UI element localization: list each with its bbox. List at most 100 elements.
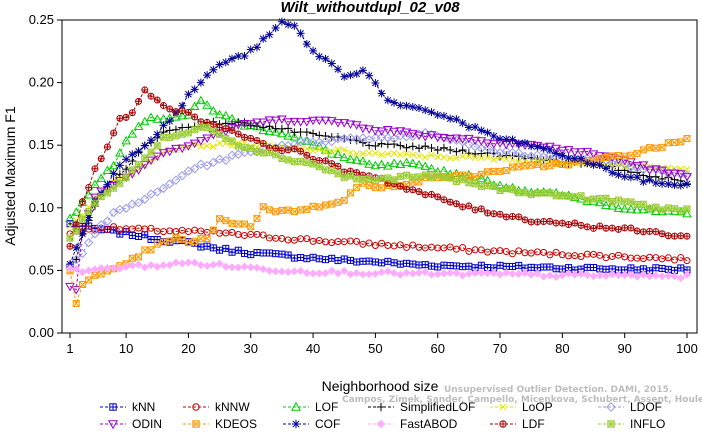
data-point xyxy=(164,147,175,157)
data-point xyxy=(290,267,299,276)
data-point xyxy=(508,250,516,258)
data-point xyxy=(234,130,242,138)
data-point xyxy=(253,148,261,156)
data-point xyxy=(228,126,236,134)
data-point xyxy=(66,234,74,242)
data-point xyxy=(613,203,624,212)
data-point xyxy=(214,109,225,119)
data-point xyxy=(209,143,217,151)
data-point xyxy=(353,150,361,158)
data-point xyxy=(358,124,368,134)
data-point xyxy=(545,145,554,154)
data-point xyxy=(451,135,462,146)
data-point xyxy=(216,123,224,131)
data-point xyxy=(358,270,367,279)
data-point xyxy=(577,192,585,200)
data-point xyxy=(346,256,354,264)
data-point xyxy=(265,249,273,257)
data-point xyxy=(353,258,361,266)
data-point xyxy=(358,66,367,75)
data-point xyxy=(434,153,442,161)
data-point xyxy=(433,270,442,279)
data-point xyxy=(209,65,218,74)
data-point xyxy=(651,271,660,280)
data-point xyxy=(683,205,691,213)
data-point xyxy=(139,161,150,170)
data-point xyxy=(583,263,591,271)
data-point xyxy=(127,129,138,138)
data-point xyxy=(339,119,350,128)
data-point xyxy=(521,216,529,224)
data-point xyxy=(189,164,200,174)
data-point xyxy=(619,204,630,213)
data-point xyxy=(614,271,623,280)
data-point xyxy=(420,133,431,142)
data-point xyxy=(203,142,211,150)
data-point xyxy=(390,140,399,149)
data-point xyxy=(222,134,230,142)
x-tick-label: 80 xyxy=(555,341,569,356)
x-tick-label: 1 xyxy=(66,341,73,356)
data-point xyxy=(552,219,560,227)
data-point xyxy=(115,161,124,170)
legend-label: ODIN xyxy=(132,417,162,431)
data-point xyxy=(427,143,436,152)
data-point xyxy=(658,143,666,151)
data-point xyxy=(669,169,680,179)
data-point xyxy=(558,265,566,273)
data-point xyxy=(515,163,523,171)
data-point xyxy=(403,243,411,251)
data-point xyxy=(240,262,249,271)
data-point xyxy=(147,136,156,145)
data-point xyxy=(197,243,205,251)
data-point xyxy=(590,264,598,272)
data-point xyxy=(315,203,323,211)
data-point xyxy=(147,246,155,254)
data-point xyxy=(639,255,647,263)
data-point xyxy=(527,263,535,271)
data-point xyxy=(153,142,161,150)
legend-label: kNNW xyxy=(215,400,250,414)
data-point xyxy=(177,110,188,120)
data-point xyxy=(583,223,591,231)
legend-label: LDF xyxy=(522,417,545,431)
data-point xyxy=(596,195,604,203)
data-point xyxy=(396,182,404,190)
data-point xyxy=(265,266,274,275)
data-point xyxy=(632,163,642,173)
data-point xyxy=(383,96,392,105)
data-point xyxy=(116,114,124,122)
data-point xyxy=(389,127,399,137)
data-point xyxy=(645,272,654,281)
data-point xyxy=(459,176,467,184)
data-point xyxy=(644,166,655,175)
data-point xyxy=(253,214,261,222)
data-point xyxy=(320,116,331,126)
data-point xyxy=(564,154,573,163)
data-point xyxy=(166,105,174,113)
data-point xyxy=(234,220,242,228)
data-point xyxy=(408,269,417,278)
data-point xyxy=(390,149,398,157)
data-point xyxy=(78,281,86,289)
data-point xyxy=(415,268,424,277)
data-point xyxy=(465,247,473,255)
data-point xyxy=(128,231,136,239)
data-point xyxy=(334,257,342,265)
data-point xyxy=(446,198,454,206)
data-point xyxy=(72,243,81,252)
data-point xyxy=(683,179,691,188)
data-point xyxy=(270,127,281,136)
data-point xyxy=(514,139,523,148)
data-point xyxy=(508,212,516,220)
data-point xyxy=(569,148,580,157)
data-point xyxy=(264,126,275,136)
data-point xyxy=(664,271,673,280)
data-point xyxy=(371,258,379,266)
data-point xyxy=(134,147,143,156)
data-point xyxy=(309,46,318,55)
data-point xyxy=(165,261,174,270)
data-point xyxy=(527,142,536,151)
data-point xyxy=(675,206,686,216)
watermark-line-1: Unsupervised Outlier Detection. DAMI, 20… xyxy=(444,385,672,395)
